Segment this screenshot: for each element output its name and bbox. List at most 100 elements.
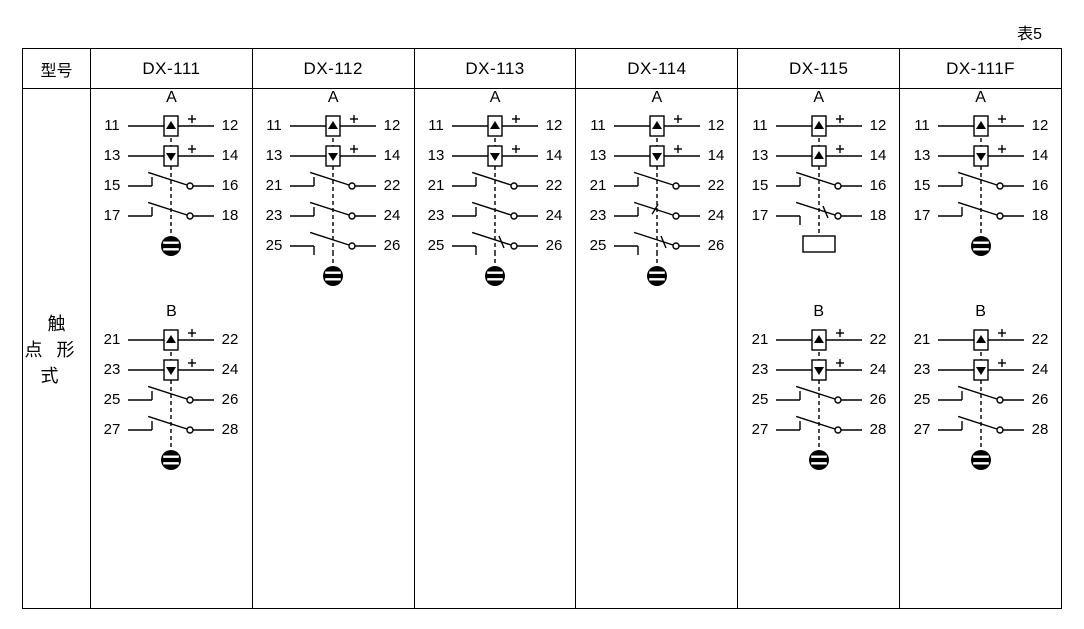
svg-text:15: 15 <box>913 177 930 194</box>
contact-diagram: 11121314212223242526 <box>582 109 732 307</box>
svg-text:14: 14 <box>546 147 563 164</box>
svg-text:21: 21 <box>428 177 445 194</box>
header-model-label: 型号 <box>23 49 91 89</box>
block-label: B <box>813 303 824 321</box>
row-header-text: 触点形式 <box>23 310 90 388</box>
svg-text:12: 12 <box>1031 117 1048 134</box>
table-caption: 表5 <box>20 20 1064 44</box>
contact-block: A11121314212223242526 <box>420 89 570 307</box>
cell-stack: A1112131415161718B2122232425262728 <box>900 89 1061 491</box>
svg-text:18: 18 <box>1031 207 1048 224</box>
cell-stack: A1112131415161718B2122232425262728 <box>738 89 899 491</box>
block-label: A <box>975 89 986 107</box>
svg-text:12: 12 <box>222 117 239 134</box>
svg-text:15: 15 <box>751 177 768 194</box>
block-label: A <box>490 89 501 107</box>
header-row: 型号 DX-111 DX-112 DX-113 DX-114 DX-115 DX… <box>23 49 1062 89</box>
svg-text:25: 25 <box>913 391 930 408</box>
block-label: A <box>652 89 663 107</box>
block-label: B <box>975 303 986 321</box>
svg-text:26: 26 <box>869 391 886 408</box>
svg-text:16: 16 <box>222 177 239 194</box>
contact-diagram: 2122232425262728 <box>96 323 246 491</box>
svg-text:27: 27 <box>751 421 768 438</box>
svg-text:26: 26 <box>1031 391 1048 408</box>
diagram-cell-3: A11121314212223242526 <box>576 89 738 609</box>
block-label: A <box>166 89 177 107</box>
cell-stack: A1112131415161718B2122232425262728 <box>91 89 252 491</box>
svg-text:28: 28 <box>869 421 886 438</box>
svg-text:25: 25 <box>104 391 121 408</box>
svg-text:14: 14 <box>869 147 886 164</box>
contact-block: B2122232425262728 <box>96 303 246 491</box>
contact-block: A1112131415161718 <box>96 89 246 277</box>
svg-text:16: 16 <box>1031 177 1048 194</box>
svg-text:13: 13 <box>913 147 930 164</box>
contact-form-table: 型号 DX-111 DX-112 DX-113 DX-114 DX-115 DX… <box>22 48 1062 609</box>
col-head-5: DX-111F <box>900 49 1062 89</box>
svg-text:24: 24 <box>222 361 239 378</box>
svg-text:26: 26 <box>708 237 725 254</box>
body-row: 触点形式 A1112131415161718B2122232425262728 … <box>23 89 1062 609</box>
diagram-cell-1: A11121314212223242526 <box>252 89 414 609</box>
svg-text:27: 27 <box>104 421 121 438</box>
contact-diagram: 1112131415161718 <box>906 109 1056 277</box>
contact-block: A1112131415161718 <box>744 89 894 277</box>
svg-text:13: 13 <box>266 147 283 164</box>
svg-text:24: 24 <box>708 207 725 224</box>
svg-text:14: 14 <box>708 147 725 164</box>
svg-text:18: 18 <box>869 207 886 224</box>
col-head-4: DX-115 <box>738 49 900 89</box>
diagram-cell-4: A1112131415161718B2122232425262728 <box>738 89 900 609</box>
svg-text:12: 12 <box>384 117 401 134</box>
svg-text:25: 25 <box>590 237 607 254</box>
svg-text:24: 24 <box>1031 361 1048 378</box>
cell-stack: A11121314212223242526 <box>415 89 576 307</box>
svg-text:11: 11 <box>428 117 444 134</box>
svg-text:11: 11 <box>914 117 930 134</box>
svg-text:24: 24 <box>546 207 563 224</box>
svg-text:23: 23 <box>104 361 121 378</box>
svg-text:16: 16 <box>869 177 886 194</box>
contact-diagram: 11121314212223242526 <box>258 109 408 307</box>
svg-text:11: 11 <box>266 117 282 134</box>
diagram-cell-5: A1112131415161718B2122232425262728 <box>900 89 1062 609</box>
row-header-contact-form: 触点形式 <box>23 89 91 609</box>
svg-text:17: 17 <box>104 207 121 224</box>
svg-text:22: 22 <box>384 177 401 194</box>
contact-diagram: 1112131415161718 <box>744 109 894 277</box>
svg-text:28: 28 <box>1031 421 1048 438</box>
block-label: A <box>328 89 339 107</box>
svg-text:14: 14 <box>222 147 239 164</box>
contact-diagram: 1112131415161718 <box>96 109 246 277</box>
contact-block: B2122232425262728 <box>906 303 1056 491</box>
svg-text:27: 27 <box>913 421 930 438</box>
svg-text:12: 12 <box>546 117 563 134</box>
contact-block: B2122232425262728 <box>744 303 894 491</box>
cell-stack: A11121314212223242526 <box>253 89 414 307</box>
svg-text:13: 13 <box>104 147 121 164</box>
svg-text:14: 14 <box>384 147 401 164</box>
col-head-2: DX-113 <box>414 49 576 89</box>
diagram-cell-2: A11121314212223242526 <box>414 89 576 609</box>
svg-text:23: 23 <box>428 207 445 224</box>
svg-text:22: 22 <box>708 177 725 194</box>
svg-text:11: 11 <box>752 117 768 134</box>
svg-text:25: 25 <box>751 391 768 408</box>
cell-stack: A11121314212223242526 <box>576 89 737 307</box>
svg-text:21: 21 <box>104 331 121 348</box>
svg-text:26: 26 <box>222 391 239 408</box>
svg-text:22: 22 <box>222 331 239 348</box>
svg-text:12: 12 <box>708 117 725 134</box>
col-head-1: DX-112 <box>252 49 414 89</box>
svg-text:23: 23 <box>913 361 930 378</box>
svg-text:24: 24 <box>869 361 886 378</box>
contact-block: A1112131415161718 <box>906 89 1056 277</box>
svg-text:21: 21 <box>751 331 768 348</box>
svg-text:22: 22 <box>869 331 886 348</box>
contact-block: A11121314212223242526 <box>582 89 732 307</box>
col-head-0: DX-111 <box>91 49 253 89</box>
col-head-3: DX-114 <box>576 49 738 89</box>
svg-text:11: 11 <box>105 117 121 134</box>
svg-text:11: 11 <box>590 117 606 134</box>
